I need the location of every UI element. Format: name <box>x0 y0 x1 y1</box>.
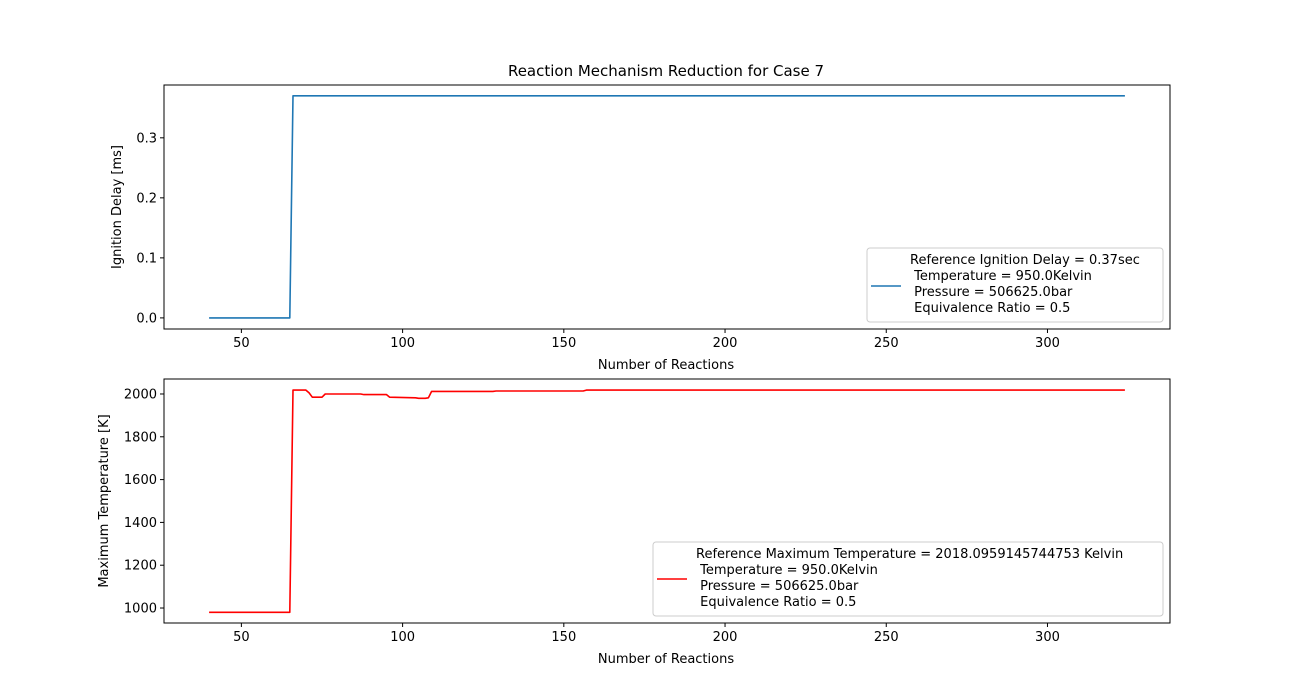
chart-title: Reaction Mechanism Reduction for Case 7 <box>508 62 824 80</box>
legend-label: Reference Maximum Temperature = 2018.095… <box>696 547 1123 610</box>
x-tick-label: 50 <box>233 630 250 645</box>
series-layer <box>209 389 1125 614</box>
legend-box <box>866 247 1164 323</box>
x-axis-label: Number of Reactions <box>598 652 734 667</box>
y-tick-label: 1600 <box>124 473 157 488</box>
x-axis-label: Number of Reactions <box>598 358 734 373</box>
legend-line: Temperature = 950.0Kelvin <box>910 269 1092 284</box>
legend: Reference Maximum Temperature = 2018.095… <box>652 541 1164 617</box>
max-temperature-chart: 50 100 150 200 250 300 1000 1200 1400 1600 1800 20… <box>97 378 1171 667</box>
x-tick-label: 200 <box>713 630 738 645</box>
y-tick-label: 1200 <box>124 559 157 574</box>
series-line <box>209 389 1125 614</box>
y-tick-label: 0.1 <box>136 251 157 266</box>
legend-box <box>652 541 1164 617</box>
y-tick-label: 0.0 <box>136 311 157 326</box>
series-line <box>209 95 1125 319</box>
x-tick-label: 250 <box>874 336 899 351</box>
legend: Reference Ignition Delay = 0.37sec Tempe… <box>866 247 1164 323</box>
legend-line: Pressure = 506625.0bar <box>910 285 1073 300</box>
series-layer <box>209 95 1125 319</box>
y-tick-label: 1000 <box>124 602 157 617</box>
x-tick-label: 300 <box>1035 336 1060 351</box>
legend-label: Reference Ignition Delay = 0.37sec Tempe… <box>910 253 1140 316</box>
x-tick-label: 50 <box>233 336 250 351</box>
x-tick-label: 200 <box>713 336 738 351</box>
plot-frame <box>163 378 1171 624</box>
legend-line: Reference Maximum Temperature = 2018.095… <box>696 547 1123 562</box>
legend-line: Equivalence Ratio = 0.5 <box>910 301 1070 316</box>
y-tick-label: 0.3 <box>136 131 157 146</box>
y-tick-label: 1800 <box>124 430 157 445</box>
x-tick-label: 250 <box>874 630 899 645</box>
x-ticks: 50 100 150 200 250 300 <box>233 623 1060 645</box>
x-tick-label: 150 <box>551 630 576 645</box>
y-axis-label: Ignition Delay [ms] <box>110 145 125 269</box>
legend-line: Temperature = 950.0Kelvin <box>696 563 878 578</box>
ignition-delay-chart: Reaction Mechanism Reduction for Case 7 … <box>110 62 1171 373</box>
y-tick-label: 0.2 <box>136 191 157 206</box>
y-tick-label: 2000 <box>124 387 157 402</box>
x-tick-label: 100 <box>390 630 415 645</box>
legend-line: Equivalence Ratio = 0.5 <box>696 595 856 610</box>
x-tick-label: 300 <box>1035 630 1060 645</box>
plot-frame <box>163 84 1171 330</box>
x-tick-label: 100 <box>390 336 415 351</box>
y-tick-label: 1400 <box>124 516 157 531</box>
y-ticks: 0.0 0.1 0.2 0.3 <box>136 131 164 326</box>
legend-line: Pressure = 506625.0bar <box>696 579 859 594</box>
legend-line: Reference Ignition Delay = 0.37sec <box>910 253 1140 268</box>
x-tick-label: 150 <box>551 336 576 351</box>
y-ticks: 1000 1200 1400 1600 1800 2000 <box>124 387 164 617</box>
x-ticks: 50 100 150 200 250 300 <box>233 329 1060 351</box>
y-axis-label: Maximum Temperature [K] <box>97 414 112 587</box>
